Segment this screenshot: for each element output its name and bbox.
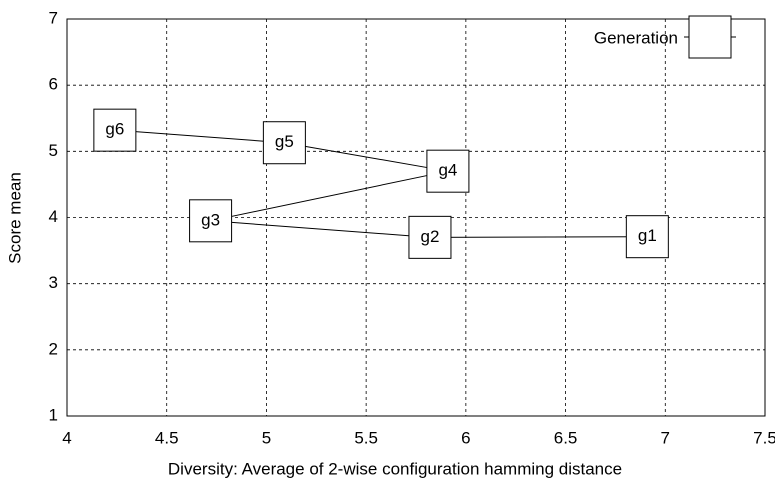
point-marker	[625, 215, 669, 259]
point-marker	[262, 121, 306, 165]
legend-marker	[688, 15, 732, 59]
point-label: g1	[638, 226, 657, 245]
x-tick-label: 7.5	[753, 428, 775, 447]
series-line	[114, 129, 648, 238]
point-label: g5	[275, 132, 294, 151]
x-tick-label: 6	[461, 428, 470, 447]
x-tick-label: 4	[62, 428, 71, 447]
y-tick-label: 4	[49, 207, 58, 226]
plot-frame	[66, 18, 766, 417]
point-label: g6	[105, 120, 124, 139]
x-tick-label: 5	[262, 428, 271, 447]
y-tick-label: 7	[49, 8, 58, 27]
y-axis-label: Score mean	[5, 172, 24, 264]
x-tick-label: 7	[661, 428, 670, 447]
x-tick-label: 6.5	[554, 428, 578, 447]
point-label: g2	[420, 227, 439, 246]
x-tick-label: 4.5	[155, 428, 179, 447]
point-label: g3	[201, 210, 220, 229]
legend-label: Generation	[594, 28, 678, 47]
y-tick-label: 5	[49, 141, 58, 160]
y-tick-label: 6	[49, 75, 58, 94]
point-marker	[426, 149, 470, 193]
x-tick-label: 5.5	[354, 428, 378, 447]
y-tick-label: 1	[49, 405, 58, 424]
x-axis-label: Diversity: Average of 2-wise configurati…	[168, 459, 622, 478]
point-marker	[93, 108, 137, 152]
y-tick-label: 3	[49, 273, 58, 292]
point-marker	[189, 199, 233, 243]
y-tick-label: 2	[49, 339, 58, 358]
point-label: g4	[438, 161, 457, 180]
point-marker	[408, 215, 452, 259]
